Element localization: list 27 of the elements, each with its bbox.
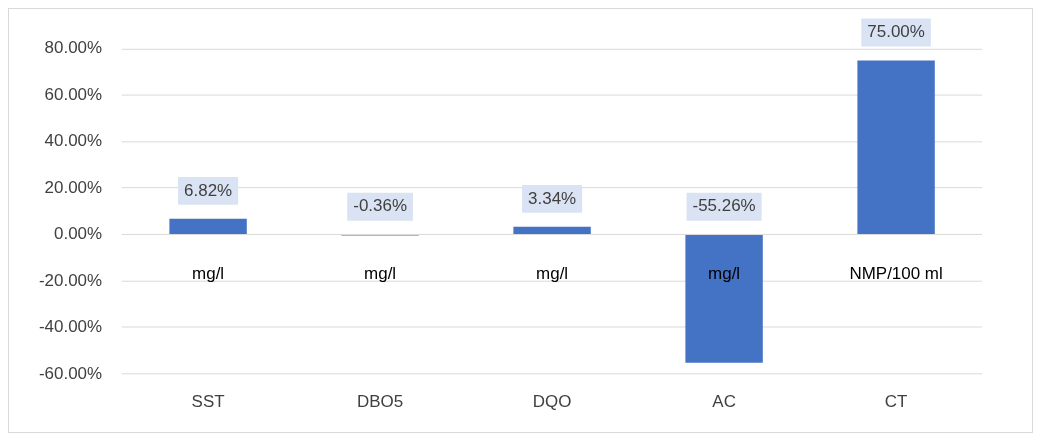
y-tick-label: 40.00% xyxy=(44,131,103,151)
data-label: 3.34% xyxy=(528,188,577,208)
y-tick-label: 20.00% xyxy=(44,177,103,197)
y-tick-label: 60.00% xyxy=(44,84,103,104)
data-label: 6.82% xyxy=(184,180,233,200)
bar xyxy=(857,60,935,235)
x-tick-label: DQO xyxy=(532,391,572,411)
data-label: -55.26% xyxy=(692,196,756,216)
annotation: NMP/100 ml xyxy=(849,264,943,284)
annotation: mg/l xyxy=(536,264,569,284)
x-tick-label: SST xyxy=(191,391,225,411)
bar xyxy=(169,218,247,235)
annotation: mg/l xyxy=(364,264,397,284)
bar xyxy=(513,226,591,235)
x-tick-label: CT xyxy=(884,391,908,411)
annotation: mg/l xyxy=(708,264,741,284)
data-label: 75.00% xyxy=(867,22,925,42)
annotation: mg/l xyxy=(192,264,225,284)
y-tick-label: -40.00% xyxy=(38,317,103,337)
y-tick-label: -60.00% xyxy=(38,363,103,383)
data-label: -0.36% xyxy=(353,196,407,216)
x-tick-label: DBO5 xyxy=(357,391,404,411)
y-tick-label: -20.00% xyxy=(38,270,103,290)
x-tick-label: AC xyxy=(712,391,736,411)
y-tick-label: 0.00% xyxy=(54,224,103,244)
y-tick-label: 80.00% xyxy=(44,38,103,58)
bar xyxy=(685,235,763,363)
